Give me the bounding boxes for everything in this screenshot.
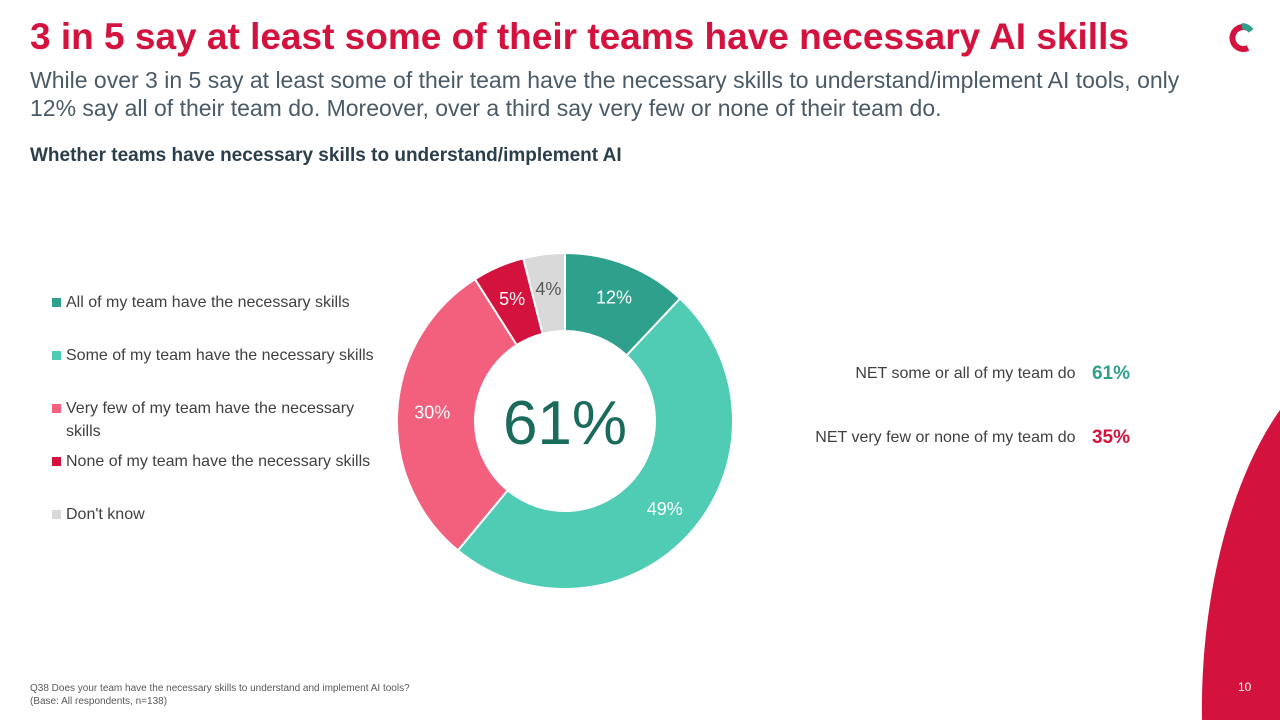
legend-swatch [52, 404, 61, 413]
legend-label: Very few of my team have the necessary s… [66, 400, 355, 440]
legend-label: None of my team have the necessary skill… [66, 453, 371, 470]
page-number: 10 [1238, 680, 1252, 694]
legend-item-all: All of my team have the necessary skills [52, 291, 376, 314]
legend-label: All of my team have the necessary skills [66, 294, 350, 311]
donut-slice [456, 297, 734, 590]
page-subtitle: While over 3 in 5 say at least some of t… [30, 67, 1180, 121]
legend-item-none: None of my team have the necessary skill… [52, 450, 376, 473]
net-very-few-or-none: NET very few or none of my team do 35% [710, 427, 1130, 449]
legend-label: Some of my team have the necessary skill… [66, 347, 374, 364]
legend-item-dont-know: Don't know [52, 503, 376, 526]
data-label: 49% [647, 499, 683, 519]
net-label: NET some or all of my team do [855, 365, 1076, 382]
net-value: 35% [1091, 427, 1130, 448]
footnote-question: Q38 Does your team have the necessary sk… [30, 683, 410, 694]
footnote: Q38 Does your team have the necessary sk… [30, 682, 410, 708]
legend-item-very-few: Very few of my team have the necessary s… [52, 397, 376, 443]
net-value: 61% [1091, 363, 1130, 384]
legend-swatch [52, 351, 61, 360]
data-label: 12% [596, 287, 632, 307]
chart-title: Whether teams have necessary skills to u… [30, 145, 622, 166]
legend-item-some: Some of my team have the necessary skill… [52, 344, 376, 367]
center-label: 61% [503, 389, 627, 458]
data-label: 5% [499, 289, 525, 309]
legend-swatch [52, 510, 61, 519]
net-label: NET very few or none of my team do [815, 429, 1076, 446]
donut-slice [522, 251, 566, 336]
data-label: 30% [414, 403, 450, 423]
legend-swatch [52, 457, 61, 466]
net-some-or-all: NET some or all of my team do 61% [710, 363, 1130, 385]
donut-chart: 12% 49% 30% 5% 4% 61% [396, 251, 734, 590]
footnote-base: (Base: All respondents, n=138) [30, 696, 168, 707]
c-logo-icon [1229, 23, 1254, 52]
legend-label: Don't know [66, 506, 145, 523]
donut-slice [396, 277, 519, 552]
legend-swatch [52, 298, 61, 307]
page-title: 3 in 5 say at least some of their teams … [30, 16, 1129, 57]
data-label: 4% [535, 279, 561, 299]
